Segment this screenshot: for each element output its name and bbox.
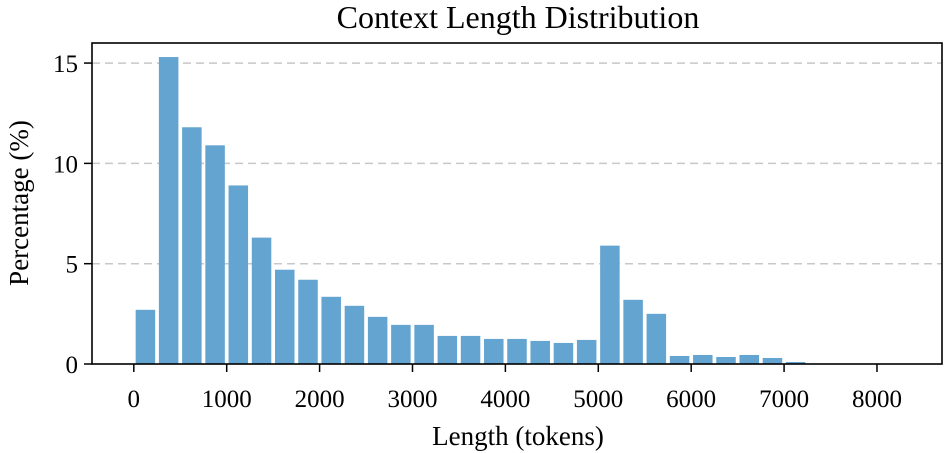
bar — [553, 342, 574, 364]
bar — [669, 355, 690, 364]
bar — [484, 338, 504, 364]
bar — [785, 361, 806, 364]
x-tick-label: 2000 — [295, 386, 345, 413]
grid-layer — [92, 62, 942, 265]
bar — [437, 335, 458, 364]
bar — [716, 356, 736, 364]
bar — [182, 127, 202, 364]
bar — [739, 354, 759, 364]
bar — [275, 269, 295, 364]
plot-frame — [91, 42, 943, 365]
bar — [344, 305, 365, 364]
bar — [228, 185, 249, 364]
x-tick-label: 8000 — [852, 386, 902, 413]
x-tick-label: 0 — [128, 386, 141, 413]
bars-layer — [135, 57, 806, 364]
bar — [251, 237, 272, 364]
bar — [205, 145, 225, 364]
bar — [646, 313, 667, 364]
bar — [600, 245, 620, 364]
bar — [530, 340, 550, 364]
x-tick-label: 7000 — [759, 386, 809, 413]
y-tick-label: 15 — [53, 51, 78, 78]
bar — [693, 354, 713, 364]
bar — [135, 309, 156, 364]
y-tick-label: 0 — [66, 352, 79, 379]
y-axis-label: Percentage (%) — [4, 120, 34, 286]
y-tick-label: 10 — [53, 151, 78, 178]
bar — [391, 324, 411, 364]
x-axis-label: Length (tokens) — [432, 421, 604, 451]
x-tick-label: 1000 — [202, 386, 252, 413]
chart-title: Context Length Distribution — [337, 0, 700, 35]
bar — [507, 338, 527, 364]
x-tick-label: 6000 — [666, 386, 716, 413]
bar — [414, 324, 434, 364]
bar — [576, 339, 597, 364]
y-tick-label: 5 — [66, 252, 79, 279]
x-tick-label: 3000 — [387, 386, 437, 413]
x-tick-label: 5000 — [573, 386, 623, 413]
bar — [298, 279, 318, 364]
bar — [158, 57, 179, 364]
x-tick-label: 4000 — [480, 386, 530, 413]
bar — [762, 357, 783, 364]
bar — [367, 316, 388, 364]
bar — [321, 296, 341, 364]
ticks-layer: 0 5 10 15 0 1000 2000 3000 4000 5000 6000 7000 8000 — [53, 51, 902, 413]
bar — [460, 335, 481, 364]
bar — [623, 299, 643, 364]
